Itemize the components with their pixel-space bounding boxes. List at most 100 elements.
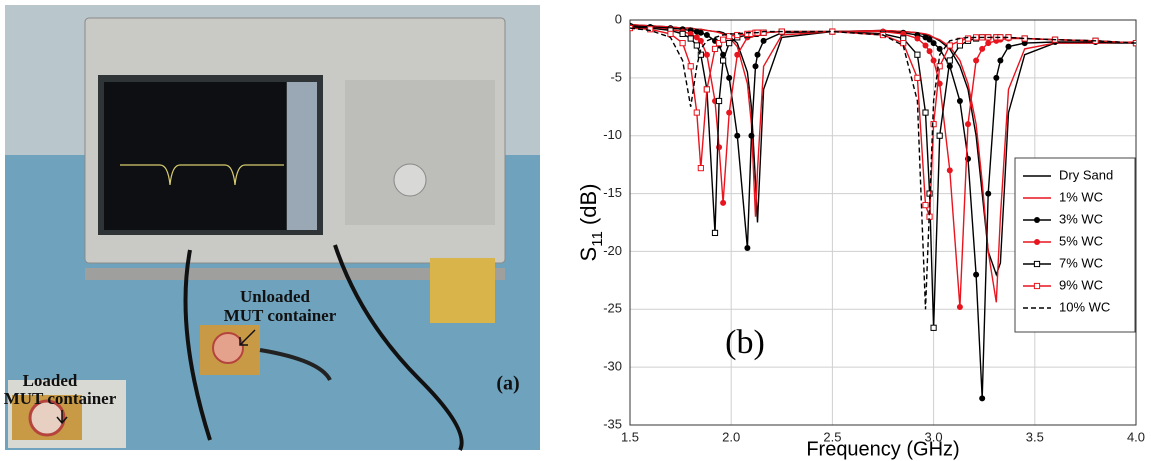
x-tick-label: 2.0: [722, 429, 740, 444]
marker: [922, 42, 929, 49]
legend-box: [1014, 157, 1136, 333]
marker: [973, 271, 980, 278]
analyzer-base: [85, 268, 505, 280]
marker: [993, 74, 1000, 81]
marker: [720, 199, 727, 206]
marker: [900, 40, 907, 47]
marker: [720, 36, 727, 43]
legend-label: 7% WC: [1059, 255, 1103, 270]
marker: [922, 109, 929, 116]
marker: [946, 57, 953, 64]
unloaded-label: Unloaded: [240, 287, 310, 306]
marker: [1021, 40, 1028, 47]
usb-cable: [183, 249, 212, 441]
marker: [914, 51, 921, 58]
legend-label: 3% WC: [1059, 211, 1103, 226]
y-tick-label: -10: [603, 127, 622, 142]
legend-marker: [1033, 282, 1041, 290]
marker: [703, 51, 710, 58]
marker: [687, 63, 694, 70]
legend-marker: [1033, 260, 1041, 268]
arrow: [239, 329, 256, 346]
marker: [900, 30, 907, 37]
marker: [760, 29, 767, 36]
cable: [333, 244, 464, 451]
plot-area: [630, 22, 1136, 402]
marker: [936, 63, 943, 70]
photo: Loaded MUT container Unloaded MUT contai…: [4, 5, 540, 451]
y-axis-title-part: (dB): [576, 184, 601, 232]
y-axis-title: S11 (dB): [576, 184, 607, 262]
marker: [744, 244, 751, 251]
x-tick-label: 4.0: [1127, 429, 1145, 444]
marker: [1005, 43, 1012, 50]
port-plate: [430, 258, 495, 323]
y-tick-label: -20: [603, 243, 622, 258]
keypad: [345, 80, 495, 225]
y-tick-label: 0: [615, 11, 622, 26]
marker: [711, 45, 719, 53]
marker: [930, 324, 937, 331]
marker: [667, 30, 674, 37]
board-cable: [259, 348, 332, 382]
loaded-label: Loaded: [23, 371, 78, 390]
marker: [946, 42, 953, 49]
marker: [979, 45, 986, 52]
marker: [748, 132, 755, 139]
loaded-label: MUT container: [4, 389, 117, 408]
legend-label: Dry Sand: [1059, 167, 1113, 182]
marker: [715, 40, 723, 47]
marker: [693, 42, 700, 49]
marker: [979, 395, 986, 402]
annotation: (b): [725, 324, 765, 361]
marker: [930, 40, 937, 47]
marker: [965, 121, 972, 128]
y-tick-label: -35: [603, 416, 622, 431]
legend-label: 9% WC: [1059, 277, 1103, 292]
legend-label: 10% WC: [1059, 299, 1110, 314]
chart: 0 -5 -10 -15 -20 -25 -30 -351.5 2.0 2.5 3.0 3.5 4.0 F…: [576, 11, 1145, 460]
y-tick-label: -5: [610, 69, 622, 84]
marker: [734, 132, 741, 139]
loaded-container: [28, 399, 66, 437]
marker: [726, 33, 733, 40]
marker: [734, 51, 741, 58]
marker: [715, 97, 723, 105]
unloaded-container: [212, 332, 244, 364]
marker: [697, 29, 704, 36]
arrow: [56, 410, 68, 425]
marker: [703, 86, 711, 93]
x-axis-title: Frequency (GHz): [806, 438, 959, 460]
legend-marker: [1034, 239, 1040, 245]
screen: [104, 82, 286, 230]
marker: [693, 109, 700, 116]
marker: [687, 35, 694, 42]
marker: [973, 57, 980, 64]
x-tick-label: 3.5: [1026, 429, 1044, 444]
unloaded-label: MUT container: [224, 306, 337, 325]
x-tick-label: 3.0: [925, 429, 943, 444]
x-tick-label: 1.5: [621, 429, 639, 444]
marker: [936, 45, 943, 52]
marker: [720, 57, 727, 64]
marker: [930, 121, 937, 128]
marker: [703, 32, 710, 39]
plot-frame: [629, 19, 1137, 426]
marker: [914, 35, 921, 42]
panel-label: (a): [496, 373, 519, 395]
marker: [647, 26, 654, 33]
series-line: [630, 26, 1136, 308]
marker: [930, 57, 937, 64]
legend-label: 5% WC: [1059, 233, 1103, 248]
y-tick-label: -25: [603, 301, 622, 316]
marker: [997, 57, 1004, 64]
marker: [754, 51, 761, 58]
legend-marker: [1034, 217, 1040, 223]
marker: [926, 48, 933, 55]
y-axis-title-part: 11: [589, 231, 606, 247]
marker: [936, 132, 943, 139]
marker: [697, 51, 704, 58]
marker: [914, 74, 921, 81]
